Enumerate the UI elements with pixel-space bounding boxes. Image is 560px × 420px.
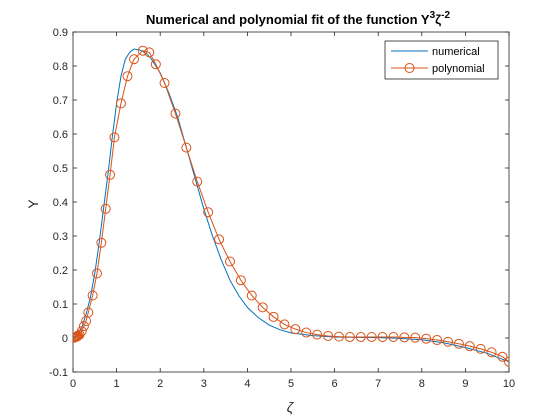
data-point-polynomial: [453, 338, 464, 349]
y-tick-label: 0: [62, 333, 68, 345]
x-tick-label: 6: [332, 378, 338, 390]
data-point-polynomial: [246, 290, 257, 301]
x-tick-label: 2: [157, 378, 163, 390]
legend-label-numerical: numerical: [432, 46, 480, 58]
y-tick-label: -0.1: [49, 367, 68, 379]
data-point-polynomial: [268, 311, 279, 322]
data-point-polynomial: [486, 347, 497, 358]
data-point-polynomial: [170, 108, 181, 119]
x-tick-label: 3: [201, 378, 207, 390]
data-point-polynomial: [214, 234, 225, 245]
x-axis: 0 1 2 3 4 5 6 7 8 9 10: [70, 32, 515, 390]
legend-marker-polynomial: [404, 63, 415, 73]
data-point-polynomial: [78, 321, 89, 332]
data-point-polynomial: [74, 329, 85, 340]
x-tick-label: 5: [288, 378, 294, 390]
y-tick-label: 0.6: [53, 129, 68, 141]
data-point-polynomial: [100, 203, 111, 214]
data-point-polynomial: [76, 326, 87, 337]
legend-label-polynomial: polynomial: [432, 63, 485, 75]
x-tick-label: 10: [503, 378, 515, 390]
data-point-polynomial: [464, 341, 475, 352]
data-point-polynomial: [323, 330, 334, 341]
y-tick-label: 0.5: [53, 163, 68, 175]
legend: numerical polynomial: [384, 40, 499, 80]
y-tick-label: 0.8: [53, 61, 68, 73]
data-point-polynomial: [83, 307, 94, 318]
plot-area: 0 1 2 3 4 5 6 7 8 9 10 -0.100.10.20.30.40.50.60.70…: [49, 27, 515, 390]
legend-box: [384, 40, 499, 80]
data-point-polynomial: [344, 331, 355, 342]
data-point-polynomial: [181, 142, 192, 153]
data-point-polynomial: [137, 45, 148, 56]
data-point-polynomial: [421, 333, 432, 344]
data-point-polynomial: [203, 207, 214, 218]
data-point-polynomial: [129, 54, 140, 65]
data-point-polynomial: [333, 331, 344, 342]
data-point-polynomial: [235, 275, 246, 286]
data-point-polynomial: [355, 331, 366, 342]
data-point-polynomial: [475, 343, 486, 354]
data-point-polynomial: [192, 176, 203, 187]
data-point-polynomial: [388, 331, 399, 342]
data-point-polynomial: [301, 327, 312, 338]
y-tick-label: 0.9: [53, 27, 68, 39]
y-axis: -0.1 0 0.1 0.2 0.3 0.4 0.5 0.6 0.7 0.8 0.9: [49, 27, 509, 379]
x-tick-label: 8: [419, 378, 425, 390]
data-point-polynomial: [312, 329, 323, 340]
x-tick-label: 9: [462, 378, 468, 390]
chart-title: Numerical and polynomial fit of the func…: [146, 10, 451, 27]
data-point-polynomial: [109, 132, 120, 143]
data-point-polynomial: [504, 356, 509, 367]
data-point-polynomial: [150, 59, 161, 70]
data-point-polynomial: [115, 98, 126, 109]
data-point-polynomial: [497, 351, 508, 362]
data-point-polynomial: [366, 331, 377, 342]
data-point-polynomial: [96, 237, 107, 248]
data-point-polynomial: [290, 324, 301, 335]
data-point-polynomial: [279, 319, 290, 330]
x-tick-label: 7: [375, 378, 381, 390]
y-tick-label: 0.2: [53, 265, 68, 277]
x-tick-label: 4: [244, 378, 250, 390]
x-tick-label: 0: [70, 378, 76, 390]
y-tick-label: 0.4: [53, 197, 68, 209]
data-point-polynomial: [91, 268, 102, 279]
axes-box: [72, 31, 510, 373]
x-axis-label: ζ: [287, 399, 295, 415]
data-point-polynomial: [87, 290, 98, 301]
data-point-polynomial: [410, 332, 421, 343]
data-point-polynomial: [377, 331, 388, 342]
data-point-polynomial: [144, 47, 155, 58]
data-point-polynomial: [257, 302, 268, 313]
y-tick-label: 0.7: [53, 95, 68, 107]
data-point-polynomial: [442, 336, 453, 347]
data-point-polynomial: [105, 169, 116, 180]
data-point-polynomial: [399, 332, 410, 343]
data-point-polynomial: [73, 333, 78, 343]
series-line-polynomial: [73, 50, 509, 363]
y-tick-label: 0.1: [53, 299, 68, 311]
y-tick-label: 0.3: [53, 231, 68, 243]
y-axis-label: Y: [25, 199, 41, 209]
data-point-polynomial: [122, 71, 133, 82]
series-layer: [73, 45, 509, 367]
data-point-polynomial: [432, 335, 443, 346]
data-point-polynomial: [224, 256, 235, 267]
x-tick-label: 1: [114, 378, 120, 390]
data-point-polynomial: [159, 78, 170, 88]
